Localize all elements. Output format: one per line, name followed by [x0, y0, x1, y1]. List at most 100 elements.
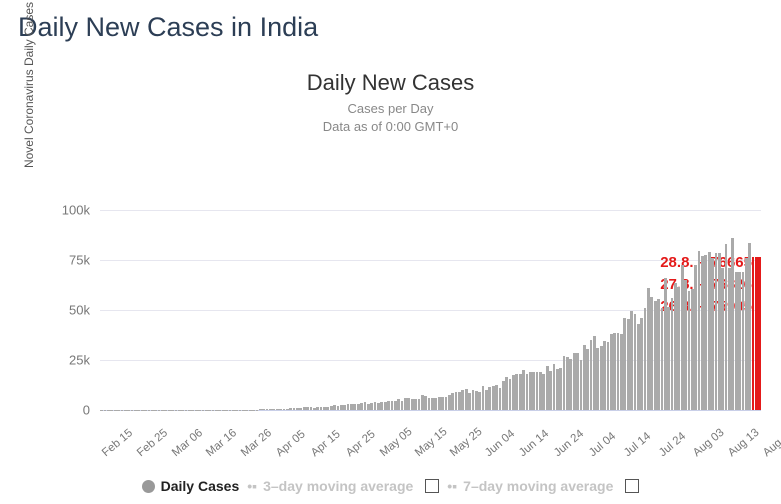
daily-case-bar[interactable] [202, 410, 205, 411]
daily-case-bar[interactable] [583, 345, 586, 410]
daily-case-bar[interactable] [343, 405, 346, 410]
daily-case-bar[interactable] [694, 265, 697, 410]
daily-case-bar[interactable] [664, 278, 667, 410]
seven-day-checkbox[interactable] [625, 479, 639, 493]
daily-case-bar[interactable] [752, 257, 755, 410]
daily-case-bar[interactable] [198, 410, 201, 411]
daily-case-bar[interactable] [215, 410, 218, 411]
daily-case-bar[interactable] [607, 342, 610, 410]
daily-case-bar[interactable] [320, 407, 323, 411]
daily-case-bar[interactable] [542, 374, 545, 410]
daily-case-bar[interactable] [242, 410, 245, 411]
daily-case-bar[interactable] [704, 255, 707, 410]
daily-case-bar[interactable] [438, 397, 441, 410]
daily-case-bar[interactable] [391, 401, 394, 410]
daily-case-bar[interactable] [235, 410, 238, 411]
daily-case-bar[interactable] [296, 408, 299, 410]
daily-case-bar[interactable] [164, 410, 167, 411]
daily-case-bar[interactable] [424, 396, 427, 410]
daily-case-bar[interactable] [205, 410, 208, 411]
daily-case-bar[interactable] [434, 398, 437, 410]
daily-case-bar[interactable] [661, 308, 664, 410]
daily-case-bar[interactable] [377, 403, 380, 410]
daily-case-bar[interactable] [755, 257, 758, 410]
daily-case-bar[interactable] [526, 374, 529, 410]
daily-case-bar[interactable] [121, 410, 124, 411]
daily-case-bar[interactable] [151, 410, 154, 411]
daily-case-bar[interactable] [299, 408, 302, 410]
daily-case-bar[interactable] [742, 272, 745, 410]
daily-case-bar[interactable] [283, 409, 286, 410]
daily-case-bar[interactable] [620, 334, 623, 410]
daily-case-bar[interactable] [418, 399, 421, 410]
daily-case-bar[interactable] [360, 403, 363, 410]
daily-case-bar[interactable] [232, 410, 235, 411]
daily-case-bar[interactable] [161, 410, 164, 411]
daily-case-bar[interactable] [610, 334, 613, 410]
daily-case-bar[interactable] [478, 392, 481, 410]
daily-case-bar[interactable] [569, 359, 572, 410]
daily-case-bar[interactable] [259, 409, 262, 410]
daily-case-bar[interactable] [350, 404, 353, 410]
daily-case-bar[interactable] [600, 346, 603, 410]
daily-case-bar[interactable] [728, 268, 731, 410]
daily-case-bar[interactable] [596, 348, 599, 410]
daily-case-bar[interactable] [137, 410, 140, 411]
daily-case-bar[interactable] [100, 410, 103, 411]
daily-case-bar[interactable] [482, 386, 485, 410]
daily-case-bar[interactable] [191, 410, 194, 411]
daily-case-bar[interactable] [708, 252, 711, 410]
legend-item-3day[interactable]: •▪ 3–day moving average [247, 478, 439, 494]
daily-case-bar[interactable] [131, 410, 134, 411]
daily-case-bar[interactable] [576, 353, 579, 410]
daily-case-bar[interactable] [617, 333, 620, 410]
daily-case-bar[interactable] [367, 404, 370, 410]
daily-case-bar[interactable] [701, 256, 704, 410]
daily-case-bar[interactable] [509, 379, 512, 410]
daily-case-bar[interactable] [384, 402, 387, 410]
daily-case-bar[interactable] [333, 405, 336, 410]
daily-case-bar[interactable] [421, 395, 424, 410]
daily-case-bar[interactable] [472, 390, 475, 410]
daily-case-bar[interactable] [181, 410, 184, 411]
daily-case-bar[interactable] [323, 407, 326, 410]
daily-case-bar[interactable] [515, 374, 518, 410]
daily-case-bar[interactable] [168, 410, 171, 411]
daily-case-bar[interactable] [154, 410, 157, 411]
daily-case-bar[interactable] [340, 405, 343, 410]
daily-case-bar[interactable] [218, 410, 221, 411]
daily-case-bar[interactable] [748, 243, 751, 410]
daily-case-bar[interactable] [185, 410, 188, 411]
daily-case-bar[interactable] [387, 401, 390, 410]
daily-case-bar[interactable] [536, 372, 539, 410]
daily-case-bar[interactable] [627, 319, 630, 410]
daily-case-bar[interactable] [505, 377, 508, 410]
daily-case-bar[interactable] [603, 341, 606, 410]
daily-case-bar[interactable] [738, 272, 741, 410]
daily-case-bar[interactable] [549, 371, 552, 410]
daily-case-bar[interactable] [272, 409, 275, 410]
daily-case-bar[interactable] [326, 407, 329, 410]
daily-case-bar[interactable] [289, 408, 292, 410]
daily-case-bar[interactable] [667, 307, 670, 410]
daily-case-bar[interactable] [637, 324, 640, 410]
daily-case-bar[interactable] [279, 409, 282, 410]
daily-case-bar[interactable] [522, 370, 525, 410]
daily-case-bar[interactable] [397, 399, 400, 410]
daily-case-bar[interactable] [461, 390, 464, 410]
daily-case-bar[interactable] [681, 265, 684, 410]
daily-case-bar[interactable] [623, 318, 626, 410]
daily-case-bar[interactable] [195, 410, 198, 411]
daily-case-bar[interactable] [580, 360, 583, 410]
daily-case-bar[interactable] [117, 410, 120, 411]
daily-case-bar[interactable] [222, 410, 225, 411]
daily-case-bar[interactable] [529, 372, 532, 410]
daily-case-bar[interactable] [455, 392, 458, 410]
daily-case-bar[interactable] [144, 410, 147, 411]
daily-case-bar[interactable] [725, 244, 728, 410]
daily-case-bar[interactable] [293, 408, 296, 410]
daily-case-bar[interactable] [370, 403, 373, 410]
daily-case-bar[interactable] [512, 375, 515, 410]
daily-case-bar[interactable] [286, 409, 289, 410]
daily-case-bar[interactable] [647, 288, 650, 410]
